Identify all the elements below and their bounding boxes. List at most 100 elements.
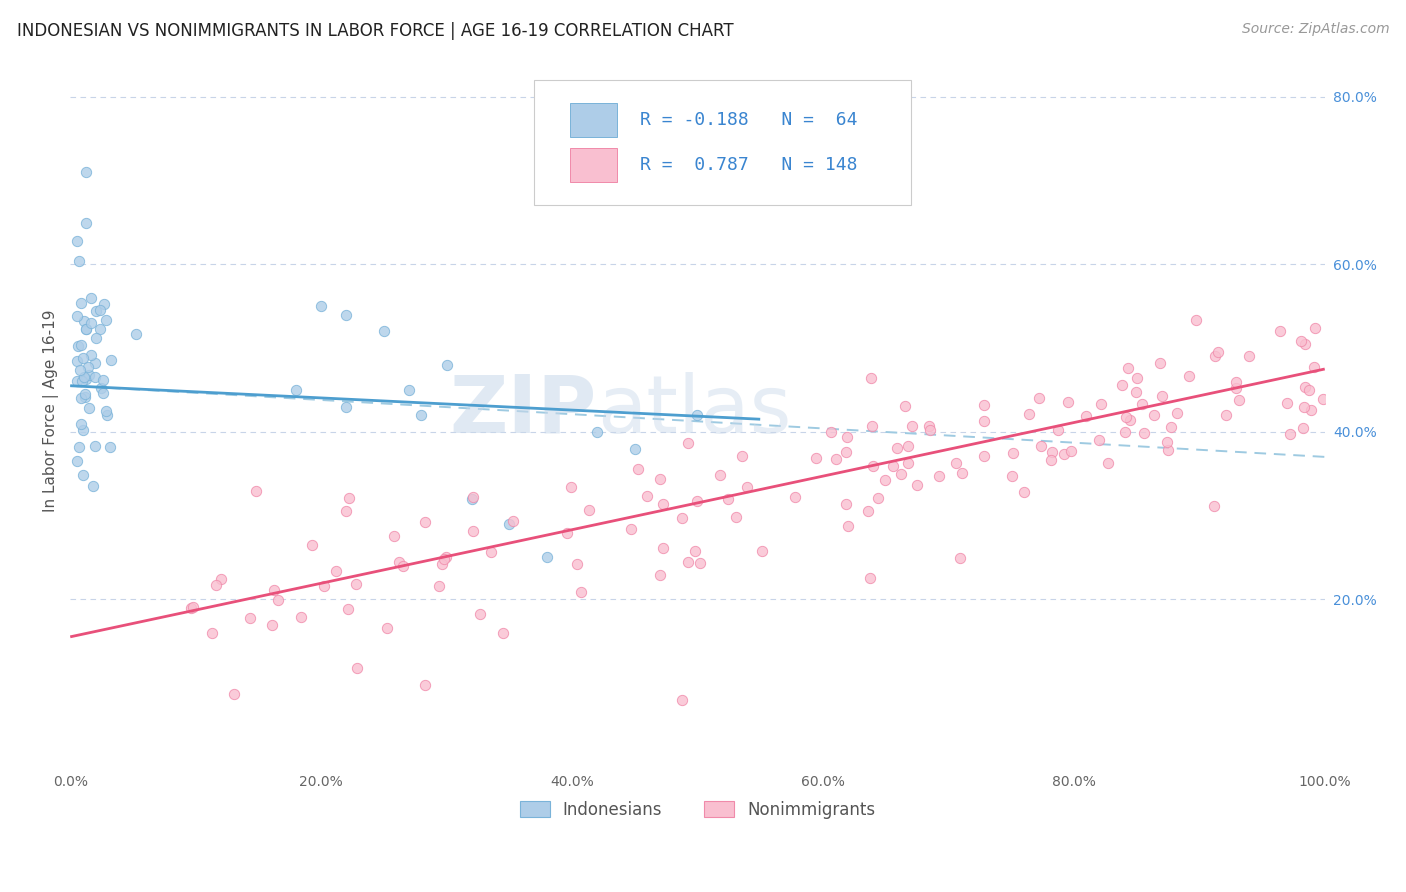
Point	[290, 610, 312, 624]
Point	[387, 555, 409, 569]
Point	[344, 577, 367, 591]
Point	[901, 418, 924, 433]
Point	[1185, 313, 1208, 327]
Point	[79, 316, 101, 330]
Point	[66, 353, 89, 368]
Point	[80, 291, 103, 305]
Point	[1303, 321, 1326, 335]
Point	[461, 490, 484, 504]
Point	[1130, 397, 1153, 411]
Point	[689, 557, 711, 571]
Point	[77, 368, 100, 382]
Point	[882, 458, 904, 473]
Point	[835, 498, 858, 512]
Point	[325, 564, 347, 578]
Point	[1268, 324, 1291, 338]
Point	[1115, 410, 1137, 425]
Point	[84, 304, 107, 318]
Text: atlas: atlas	[598, 372, 792, 450]
Point	[973, 449, 995, 463]
Text: R =  0.787   N = 148: R = 0.787 N = 148	[640, 156, 858, 174]
Point	[1053, 447, 1076, 461]
Point	[724, 510, 747, 524]
Point	[335, 504, 357, 518]
Point	[890, 467, 912, 482]
Point	[90, 381, 112, 395]
Point	[560, 479, 582, 493]
Point	[75, 322, 97, 336]
Point	[1156, 435, 1178, 450]
Point	[1040, 445, 1063, 459]
Point	[1116, 360, 1139, 375]
Point	[859, 371, 882, 385]
Point	[897, 439, 920, 453]
Point	[717, 492, 740, 507]
Point	[375, 621, 398, 635]
Point	[945, 456, 967, 470]
Point	[1178, 369, 1201, 384]
Point	[648, 472, 671, 486]
Point	[905, 477, 928, 491]
Point	[731, 449, 754, 463]
Point	[835, 430, 858, 444]
Point	[432, 558, 454, 572]
Point	[427, 579, 450, 593]
Point	[470, 607, 492, 622]
Point	[536, 550, 558, 565]
Point	[651, 541, 673, 556]
Point	[346, 661, 368, 675]
Point	[91, 386, 114, 401]
Point	[1059, 443, 1081, 458]
Point	[312, 579, 335, 593]
Point	[96, 404, 118, 418]
Point	[806, 450, 828, 465]
Y-axis label: In Labor Force | Age 16-19: In Labor Force | Age 16-19	[44, 310, 59, 512]
Point	[75, 215, 97, 229]
Point	[337, 602, 360, 616]
Point	[335, 308, 357, 322]
Point	[1157, 442, 1180, 457]
Point	[335, 400, 357, 414]
Point	[80, 347, 103, 361]
Point	[1275, 396, 1298, 410]
Point	[492, 626, 515, 640]
Point	[1292, 421, 1315, 435]
Point	[89, 302, 111, 317]
Point	[96, 409, 118, 423]
Point	[239, 611, 262, 625]
Point	[565, 558, 588, 572]
Point	[91, 373, 114, 387]
Point	[76, 360, 98, 375]
Point	[1294, 337, 1316, 351]
Point	[1227, 392, 1250, 407]
Point	[1133, 426, 1156, 441]
Point	[66, 374, 89, 388]
Point	[285, 383, 308, 397]
Point	[413, 678, 436, 692]
Point	[1001, 468, 1024, 483]
Point	[555, 525, 578, 540]
Point	[245, 484, 267, 499]
Point	[460, 491, 482, 506]
Point	[897, 456, 920, 470]
Point	[973, 414, 995, 428]
Point	[1119, 413, 1142, 427]
Point	[1126, 371, 1149, 385]
Point	[1029, 439, 1052, 453]
Point	[75, 387, 97, 401]
Point	[1143, 408, 1166, 422]
Point	[1206, 344, 1229, 359]
Point	[735, 480, 758, 494]
Point	[66, 309, 89, 323]
Point	[1204, 349, 1226, 363]
Point	[569, 585, 592, 599]
Point	[683, 544, 706, 558]
Point	[73, 390, 96, 404]
Point	[436, 358, 458, 372]
Point	[263, 583, 285, 598]
Point	[69, 363, 91, 377]
Point	[181, 600, 204, 615]
Point	[309, 299, 332, 313]
Point	[671, 692, 693, 706]
Point	[75, 372, 97, 386]
